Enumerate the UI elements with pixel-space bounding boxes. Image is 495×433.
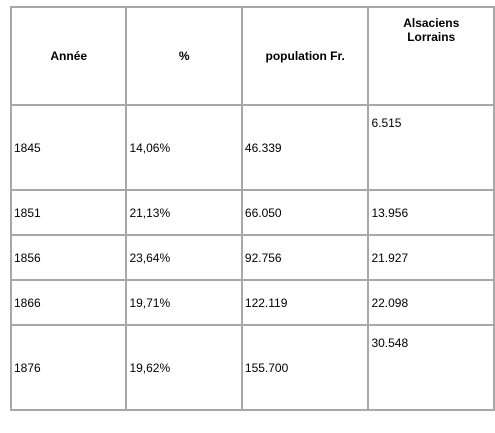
population-table: Année % population Fr. Alsaciens Lorrains… [10, 6, 495, 411]
table-row: 1845 14,06% 46.339 6.515 [11, 105, 494, 190]
cell-year: 1876 [11, 325, 127, 410]
cell-percent: 19,71% [126, 280, 242, 325]
header-alsaciens-line1: Alsaciens [403, 16, 460, 30]
header-year: Année [11, 7, 127, 105]
cell-population-fr: 155.700 [241, 325, 369, 410]
cell-year: 1851 [11, 190, 127, 235]
cell-percent: 23,64% [126, 235, 242, 280]
cell-alsaciens-lorrains: 6.515 [368, 105, 494, 190]
table-row: 1866 19,71% 122.119 22.098 [11, 280, 494, 325]
header-population-fr: population Fr. [241, 7, 369, 105]
cell-year: 1845 [11, 105, 127, 190]
header-alsaciens-line2: Lorrains [407, 30, 456, 44]
cell-percent: 21,13% [126, 190, 242, 235]
data-table-container: Année % population Fr. Alsaciens Lorrains… [10, 6, 495, 411]
table-row: 1876 19,62% 155.700 30.548 [11, 325, 494, 410]
cell-year: 1866 [11, 280, 127, 325]
cell-population-fr: 122.119 [241, 280, 369, 325]
header-percent: % [126, 7, 242, 105]
table-row: 1851 21,13% 66.050 13.956 [11, 190, 494, 235]
table-row: 1856 23,64% 92.756 21.927 [11, 235, 494, 280]
cell-alsaciens-lorrains: 30.548 [368, 325, 494, 410]
cell-population-fr: 46.339 [241, 105, 369, 190]
cell-percent: 14,06% [126, 105, 242, 190]
cell-population-fr: 92.756 [241, 235, 369, 280]
cell-alsaciens-lorrains: 13.956 [368, 190, 494, 235]
header-row: Année % population Fr. Alsaciens Lorrains [11, 7, 494, 105]
cell-alsaciens-lorrains: 22.098 [368, 280, 494, 325]
header-alsaciens-lorrains: Alsaciens Lorrains [368, 7, 494, 105]
cell-year: 1856 [11, 235, 127, 280]
cell-population-fr: 66.050 [241, 190, 369, 235]
cell-alsaciens-lorrains: 21.927 [368, 235, 494, 280]
cell-percent: 19,62% [126, 325, 242, 410]
